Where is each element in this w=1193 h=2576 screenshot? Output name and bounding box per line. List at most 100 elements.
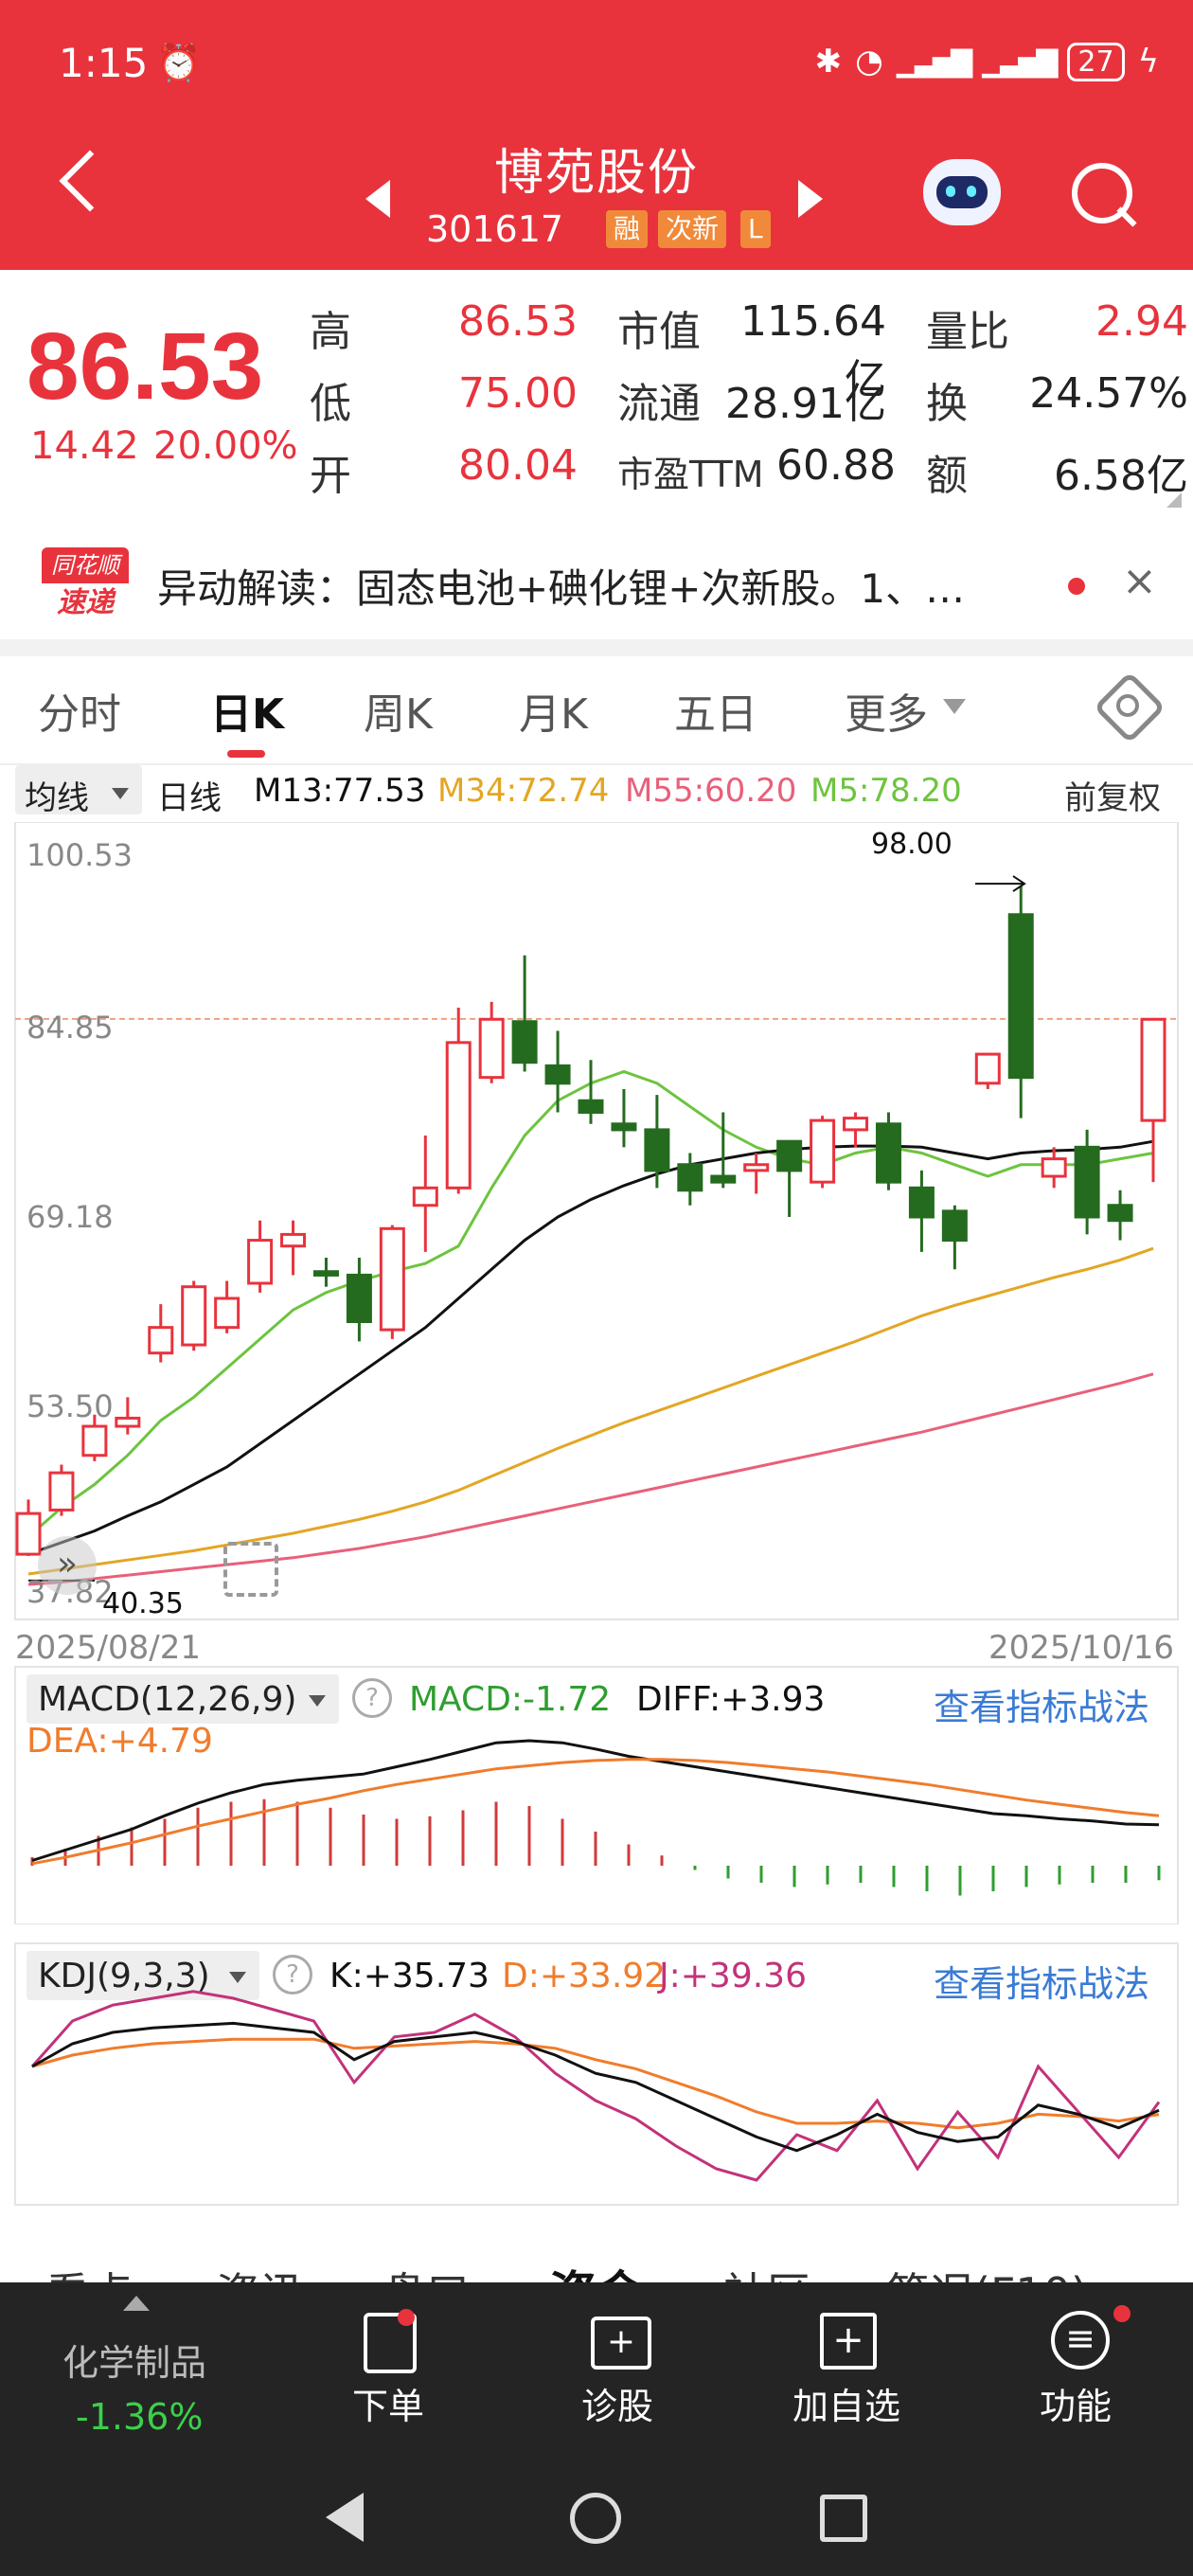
candle-body	[214, 1297, 240, 1330]
status-time: 1:15	[59, 40, 149, 86]
tab-orderbook[interactable]: 盘口	[383, 2260, 470, 2282]
ma-line-m34	[27, 1246, 1154, 1576]
news-banner[interactable]: 同花顺 速递 异动解读：固态电池+碘化锂+次新股。1、… ×	[0, 530, 1193, 639]
tab-f10[interactable]: 简况(F10)	[886, 2260, 1088, 2282]
ma-line-m55	[27, 1372, 1154, 1586]
next-stock-button[interactable]	[798, 180, 823, 218]
turnover-value: 24.57%	[1029, 369, 1188, 418]
assistant-robot-icon[interactable]	[923, 159, 1001, 225]
tab-community[interactable]: 社区	[723, 2260, 810, 2282]
candle-body	[1074, 1145, 1100, 1219]
fullscreen-icon[interactable]	[223, 1542, 278, 1597]
news-badge: 同花顺 速递	[42, 547, 129, 623]
tab-monthly-k[interactable]: 月K	[519, 690, 588, 739]
turnover-label: 换	[926, 380, 968, 428]
search-icon[interactable]	[1072, 163, 1132, 224]
ma5-label: M5:78.20	[810, 772, 962, 810]
chevron-down-icon	[229, 1972, 246, 1983]
float-label: 流通	[617, 380, 701, 428]
tab-news[interactable]: 资讯	[216, 2260, 303, 2282]
candle-body	[379, 1226, 405, 1332]
candle-body	[810, 1118, 836, 1184]
tab-more[interactable]: 更多	[845, 690, 928, 739]
kdj-label: KDJ(9,3,3)	[38, 1957, 210, 1995]
candle-body	[15, 1512, 42, 1556]
candle-body	[578, 1099, 604, 1115]
nav-back-icon[interactable]	[326, 2493, 364, 2542]
news-badge-top: 同花顺	[42, 547, 129, 583]
y-tick-1: 100.53	[27, 837, 133, 873]
help-icon[interactable]: ?	[273, 1955, 312, 1995]
tag-l: L	[740, 210, 771, 248]
x-start-date: 2025/08/21	[15, 1629, 201, 1667]
candle-body	[1107, 1204, 1133, 1223]
macd-strategy-link[interactable]: 查看指标战法	[934, 1687, 1150, 1728]
period-label: 日线	[157, 779, 222, 817]
add-watchlist-button[interactable]: 加自选	[792, 2386, 900, 2427]
y-tick-2: 84.85	[27, 1010, 114, 1046]
diagnose-button[interactable]: 诊股	[580, 2386, 653, 2427]
d-value: D:+33.92	[502, 1957, 667, 1995]
chevron-down-icon	[943, 699, 966, 714]
candle-body	[181, 1285, 207, 1347]
expand-left-button[interactable]: »	[38, 1536, 97, 1595]
tab-intraday[interactable]: 分时	[38, 690, 121, 739]
candle-body	[445, 1041, 472, 1190]
candle-body	[148, 1326, 174, 1355]
nav-home-icon[interactable]	[570, 2493, 621, 2544]
candle-body	[1140, 1017, 1166, 1122]
tab-daily-k[interactable]: 日K	[210, 690, 285, 739]
stock-name: 博苑股份	[493, 145, 699, 202]
chevron-down-icon	[309, 1695, 326, 1707]
kdj-strategy-link[interactable]: 查看指标战法	[934, 1963, 1150, 2005]
x-end-date: 2025/10/16	[988, 1629, 1174, 1667]
chevron-up-icon[interactable]	[123, 2296, 150, 2311]
kdj-select[interactable]	[27, 1951, 259, 2000]
candle-body	[115, 1416, 141, 1428]
notification-dot	[398, 2309, 415, 2326]
diagnose-icon[interactable]: +	[591, 2317, 651, 2370]
current-price: 86.53	[27, 313, 264, 420]
open-label: 开	[310, 452, 351, 500]
tab-weekly-k[interactable]: 周K	[364, 690, 433, 739]
tab-five-day[interactable]: 五日	[674, 690, 757, 739]
help-icon[interactable]: ?	[352, 1678, 392, 1718]
tab-funds[interactable]: 资金	[549, 2256, 644, 2282]
macd-label: MACD(12,26,9)	[38, 1680, 297, 1719]
function-button[interactable]: 功能	[1039, 2386, 1112, 2427]
candle-body	[81, 1424, 108, 1458]
candlestick-chart[interactable]	[0, 822, 1193, 1646]
pe-label: 市盈TTM	[617, 454, 764, 495]
charging-icon: ϟ	[1137, 43, 1159, 80]
news-text[interactable]: 异动解读：固态电池+碘化锂+次新股。1、…	[157, 565, 966, 612]
status-icons: ✱ ◔ ▁▃▅▇ ▁▃▅▇ 27 ϟ	[815, 38, 1159, 85]
adjust-mode[interactable]: 前复权	[1064, 779, 1161, 817]
candle-body	[611, 1122, 637, 1132]
low-label: 低	[310, 380, 351, 428]
candle-body	[710, 1174, 737, 1184]
wifi-icon: ◔	[855, 43, 883, 80]
order-button[interactable]: 下单	[351, 2386, 424, 2427]
macd-select[interactable]	[27, 1674, 339, 1724]
nav-recents-icon[interactable]	[820, 2495, 867, 2542]
order-icon[interactable]	[364, 2313, 417, 2373]
candle-body	[677, 1163, 703, 1192]
candle-body	[346, 1273, 372, 1324]
candle-body	[247, 1239, 274, 1285]
sector-name[interactable]: 化学制品	[62, 2342, 207, 2384]
tab-highlights[interactable]: 看点	[45, 2260, 133, 2282]
expand-corner-icon[interactable]	[1166, 492, 1182, 508]
k-line	[31, 2021, 1160, 2153]
candle-body	[312, 1270, 339, 1277]
dea-line	[31, 1758, 1160, 1866]
candle-body	[941, 1209, 968, 1243]
candle-body	[743, 1163, 770, 1172]
add-watchlist-icon[interactable]: +	[820, 2313, 877, 2370]
stock-code: 301617	[426, 208, 564, 250]
d-line	[31, 2037, 1160, 2130]
menu-icon[interactable]: ≡	[1051, 2311, 1110, 2370]
close-icon[interactable]: ×	[1122, 557, 1157, 605]
candle-body	[1007, 913, 1034, 1080]
prev-stock-button[interactable]	[365, 180, 390, 218]
detail-tabs-strip: 看点 资讯 盘口 资金 社区 简况(F10)	[0, 2216, 1193, 2282]
